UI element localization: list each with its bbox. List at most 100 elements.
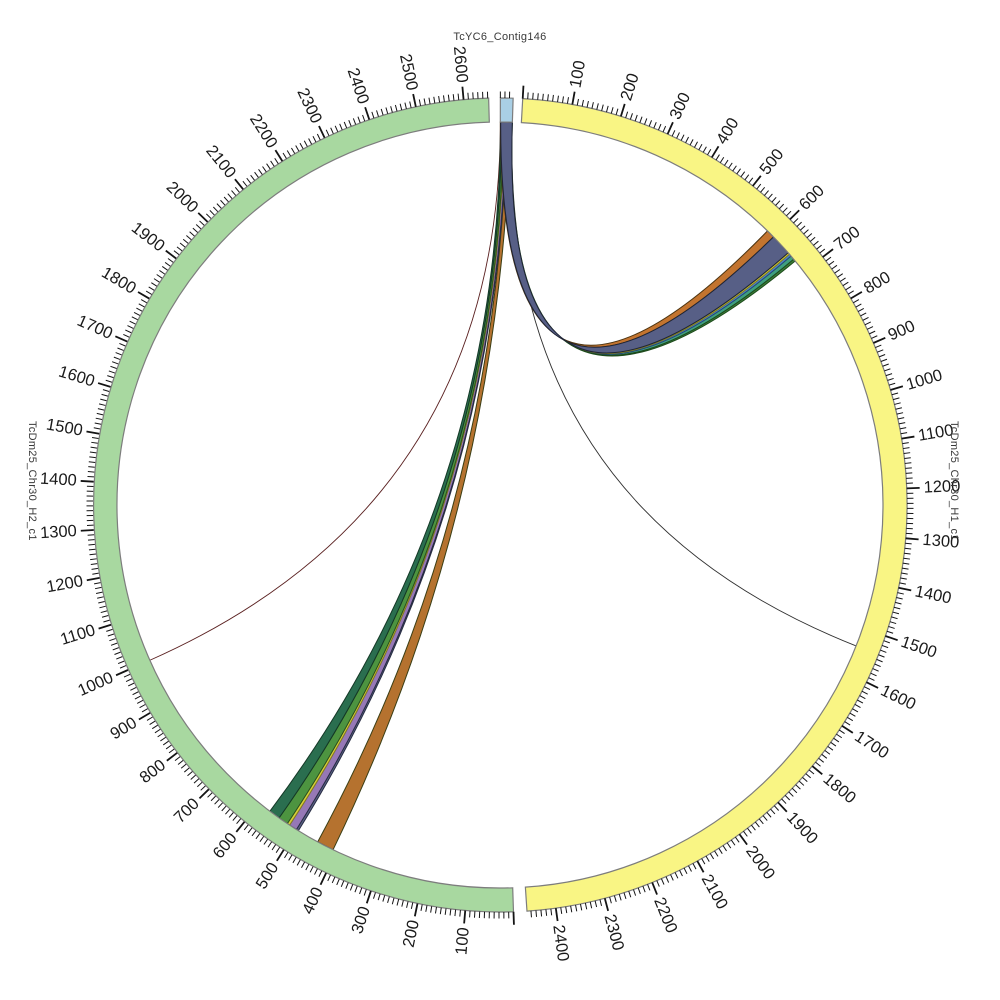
tick-label-h1-2300: 2300 [600, 912, 627, 952]
minor-tick-h1 [766, 812, 772, 818]
minor-tick-h1 [871, 335, 878, 339]
minor-tick-h1 [623, 892, 627, 900]
minor-tick-h2 [394, 104, 398, 112]
minor-tick-h1 [821, 753, 828, 759]
minor-tick-h2 [303, 140, 308, 147]
tick-label-h2-2200: 2200 [246, 111, 281, 152]
minor-tick-h1 [900, 432, 908, 435]
minor-tick-h2 [92, 572, 99, 575]
tick-label-h1-500: 500 [756, 146, 787, 179]
minor-tick-h1 [888, 626, 895, 629]
minor-tick-h1 [601, 104, 604, 112]
minor-tick-h1 [903, 557, 911, 560]
minor-tick-h2 [162, 740, 169, 746]
tick-label-h2-100: 100 [452, 927, 472, 956]
minor-tick-h2 [286, 150, 291, 157]
minor-tick-h2 [151, 724, 158, 730]
minor-tick-h1 [637, 887, 641, 895]
tick-label-h1-1500: 1500 [899, 633, 940, 662]
minor-tick-h1 [748, 177, 754, 184]
minor-tick-h2 [380, 108, 384, 116]
minor-tick-h2 [308, 138, 313, 145]
minor-tick-h2 [164, 262, 171, 267]
minor-tick-h1 [740, 171, 746, 178]
major-tick-h1 [752, 175, 762, 187]
minor-tick-h1 [884, 368, 891, 372]
tick-label-h2-500: 500 [252, 859, 282, 892]
major-tick-h1 [822, 248, 834, 258]
minor-tick-h1 [844, 721, 851, 726]
tick-label-h1-2100: 2100 [698, 871, 732, 912]
minor-tick-h1 [816, 244, 822, 250]
minor-tick-h2 [449, 908, 452, 916]
minor-tick-h1 [905, 467, 912, 469]
major-tick-h1 [696, 860, 705, 873]
minor-tick-h2 [318, 870, 323, 877]
minor-tick-h2 [363, 889, 367, 896]
minor-tick-h1 [892, 611, 900, 615]
minor-tick-h1 [743, 830, 748, 837]
minor-tick-h1 [726, 842, 732, 849]
minor-tick-h2 [107, 633, 115, 637]
ribbon-link-slate-thin-h2 [295, 121, 508, 832]
minor-tick-h2 [459, 910, 461, 917]
minor-tick-h1 [892, 397, 900, 401]
minor-tick-h2 [348, 119, 352, 127]
minor-tick-h1 [629, 113, 633, 120]
minor-tick-h1 [758, 818, 764, 825]
ribbon-link-purple-h2 [288, 121, 507, 831]
minor-tick-h1 [901, 572, 908, 575]
major-tick-h2 [97, 382, 111, 388]
minor-tick-h1 [660, 878, 665, 885]
minor-tick-h1 [613, 895, 617, 902]
minor-tick-h2 [127, 682, 135, 687]
minor-tick-h1 [535, 910, 538, 917]
minor-tick-h2 [161, 266, 168, 271]
minor-tick-h2 [134, 695, 141, 700]
minor-tick-h1 [760, 186, 766, 193]
minor-tick-h1 [671, 130, 676, 137]
minor-tick-h1 [715, 154, 720, 161]
minor-tick-h2 [452, 94, 455, 101]
minor-tick-h1 [782, 207, 788, 213]
minor-tick-h1 [734, 836, 740, 843]
minor-tick-h2 [90, 558, 97, 561]
tick-label-h1-1200: 1200 [923, 477, 960, 496]
minor-tick-h1 [679, 870, 683, 877]
minor-tick-h1 [874, 663, 881, 668]
minor-tick-h2 [96, 412, 104, 416]
minor-tick-h2 [93, 582, 101, 585]
minor-tick-h1 [793, 218, 799, 224]
minor-tick-h2 [87, 471, 95, 473]
minor-tick-h2 [88, 543, 95, 546]
major-tick-h1 [738, 833, 748, 846]
minor-tick-h1 [809, 236, 816, 242]
minor-tick-h2 [336, 878, 340, 886]
minor-tick-h1 [893, 606, 901, 610]
major-tick-h2 [274, 149, 284, 162]
tick-label-h2-400: 400 [299, 885, 327, 918]
minor-tick-h1 [714, 850, 719, 857]
minor-tick-h2 [371, 111, 375, 119]
minor-tick-h2 [391, 897, 395, 905]
minor-tick-h2 [409, 101, 412, 108]
minor-tick-h2 [149, 720, 156, 725]
minor-tick-h2 [439, 907, 442, 915]
minor-tick-h1 [634, 114, 638, 122]
minor-tick-h2 [100, 610, 108, 614]
minor-tick-h1 [859, 695, 866, 700]
minor-tick-h2 [325, 129, 330, 136]
tick-label-h1-400: 400 [713, 115, 743, 148]
minor-tick-h2 [399, 103, 403, 111]
major-tick-h2 [463, 910, 467, 924]
tick-label-h1-1400: 1400 [913, 582, 953, 607]
minor-tick-h2 [139, 704, 146, 709]
tick-label-h2-1000: 1000 [75, 669, 116, 700]
tick-label-h2-900: 900 [107, 714, 140, 744]
segment-name-h2: TcDm25_Chr30_H2_c1 [26, 421, 38, 541]
minor-tick-h1 [894, 402, 901, 405]
minor-tick-h1 [845, 286, 852, 291]
major-tick-h1 [777, 801, 788, 813]
minor-tick-h1 [662, 125, 667, 133]
minor-tick-h2 [132, 691, 139, 696]
